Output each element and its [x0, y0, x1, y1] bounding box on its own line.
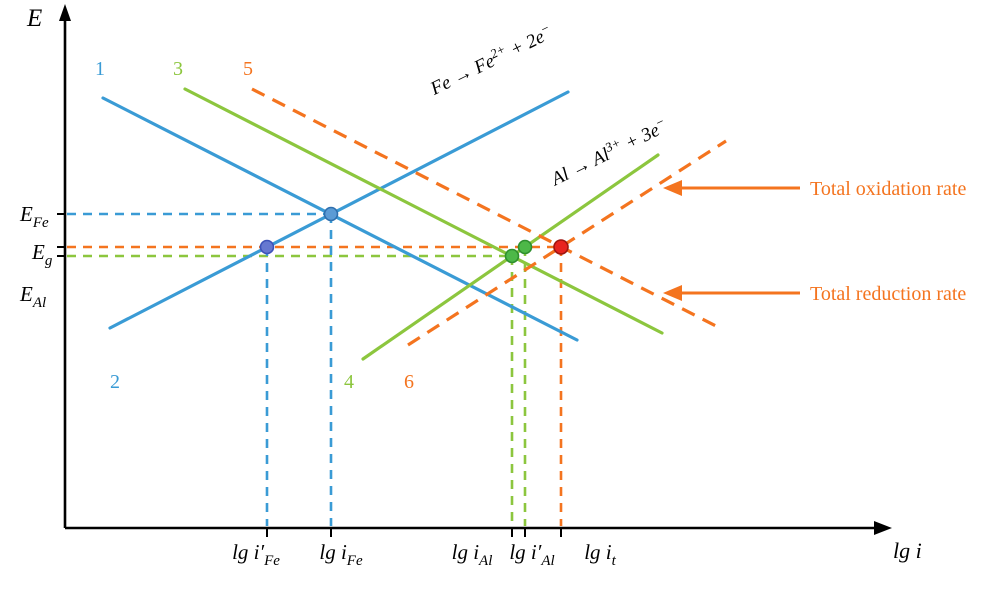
curve-label-6: 6	[404, 371, 414, 393]
fe-reaction-sup1: 2+	[488, 41, 508, 61]
y-axis-title: E	[26, 5, 42, 32]
fe-reaction-pre: Fe → Fe	[426, 51, 498, 100]
reduction-arrow-icon	[663, 285, 682, 301]
x-axis-arrow-icon	[874, 521, 892, 535]
lg-i-al-label: lg iAl	[452, 540, 493, 569]
e-g-base: E	[31, 240, 45, 264]
point-e-fe	[323, 206, 339, 222]
y-axis-arrow-icon	[59, 4, 71, 21]
al-reaction-pre: Al → Al	[546, 144, 613, 191]
e-g-sub: g	[45, 253, 53, 269]
lg-i-t-base: lg i	[584, 540, 612, 564]
intersection-points	[259, 206, 569, 264]
x-axis-value-labels: lg i′Fe lg iFe lg iAl lg i′Al lg it	[232, 540, 617, 569]
e-fe-sub: Fe	[32, 215, 49, 231]
lg-i-fe-sub: Fe	[346, 553, 363, 569]
point-e-al	[504, 248, 520, 264]
curve-number-labels: 1 3 5 2 4 6	[95, 58, 414, 393]
lg-i-fe-base: lg i	[319, 540, 347, 564]
rate-annotations: Total oxidation rate Total reduction rat…	[663, 178, 966, 305]
axes	[57, 4, 892, 537]
e-fe-label: EFe	[19, 202, 49, 231]
lg-i-fe-prime-label: lg i′Fe	[232, 540, 280, 569]
point-e-g-lg-i-t	[553, 239, 569, 255]
total-reduction-line	[251, 87, 719, 329]
total-oxidation-rate-label: Total oxidation rate	[810, 178, 966, 200]
e-g-label: Eg	[31, 240, 53, 269]
curve-label-3: 3	[173, 58, 183, 80]
point-lg-i-fe-prime	[259, 239, 275, 255]
lg-i-fe-prime-sub: Fe	[263, 553, 280, 569]
e-al-label: EAl	[19, 282, 46, 311]
point-lg-i-al-prime	[517, 239, 533, 255]
total-reduction-rate-label: Total reduction rate	[810, 283, 966, 305]
lg-i-al-sub: Al	[478, 553, 492, 569]
lg-i-al-base: lg i	[452, 540, 480, 564]
guide-lines	[67, 212, 563, 526]
x-axis-title: lg i	[893, 538, 922, 563]
y-axis-value-labels: EFe Eg EAl	[19, 202, 53, 311]
curve-label-4: 4	[344, 371, 354, 393]
lg-i-fe-prime-base: lg i′	[232, 540, 264, 564]
fe-cathodic-line	[101, 96, 579, 342]
lg-i-t-label: lg it	[584, 540, 616, 569]
lg-i-fe-label: lg iFe	[319, 540, 363, 569]
e-al-sub: Al	[32, 295, 46, 311]
fe-anodic-line	[108, 90, 570, 330]
e-fe-base: E	[19, 202, 33, 226]
e-al-base: E	[19, 282, 33, 306]
curve-label-1: 1	[95, 58, 105, 80]
curve-label-5: 5	[243, 58, 253, 80]
fe-reaction-label: Fe → Fe2+ + 2e−	[425, 20, 556, 100]
lg-i-al-prime-base: lg i′	[509, 540, 541, 564]
al-cathodic-line	[183, 87, 664, 335]
al-reaction-label: Al → Al3+ + 3e−	[545, 113, 671, 191]
lg-i-al-prime-sub: Al	[540, 553, 554, 569]
oxidation-arrow-icon	[663, 180, 682, 196]
lg-i-al-prime-label: lg i′Al	[509, 540, 554, 569]
al-reaction-sup1: 3+	[602, 135, 623, 156]
curve-label-2: 2	[110, 371, 120, 393]
lg-i-t-sub: t	[612, 553, 617, 569]
